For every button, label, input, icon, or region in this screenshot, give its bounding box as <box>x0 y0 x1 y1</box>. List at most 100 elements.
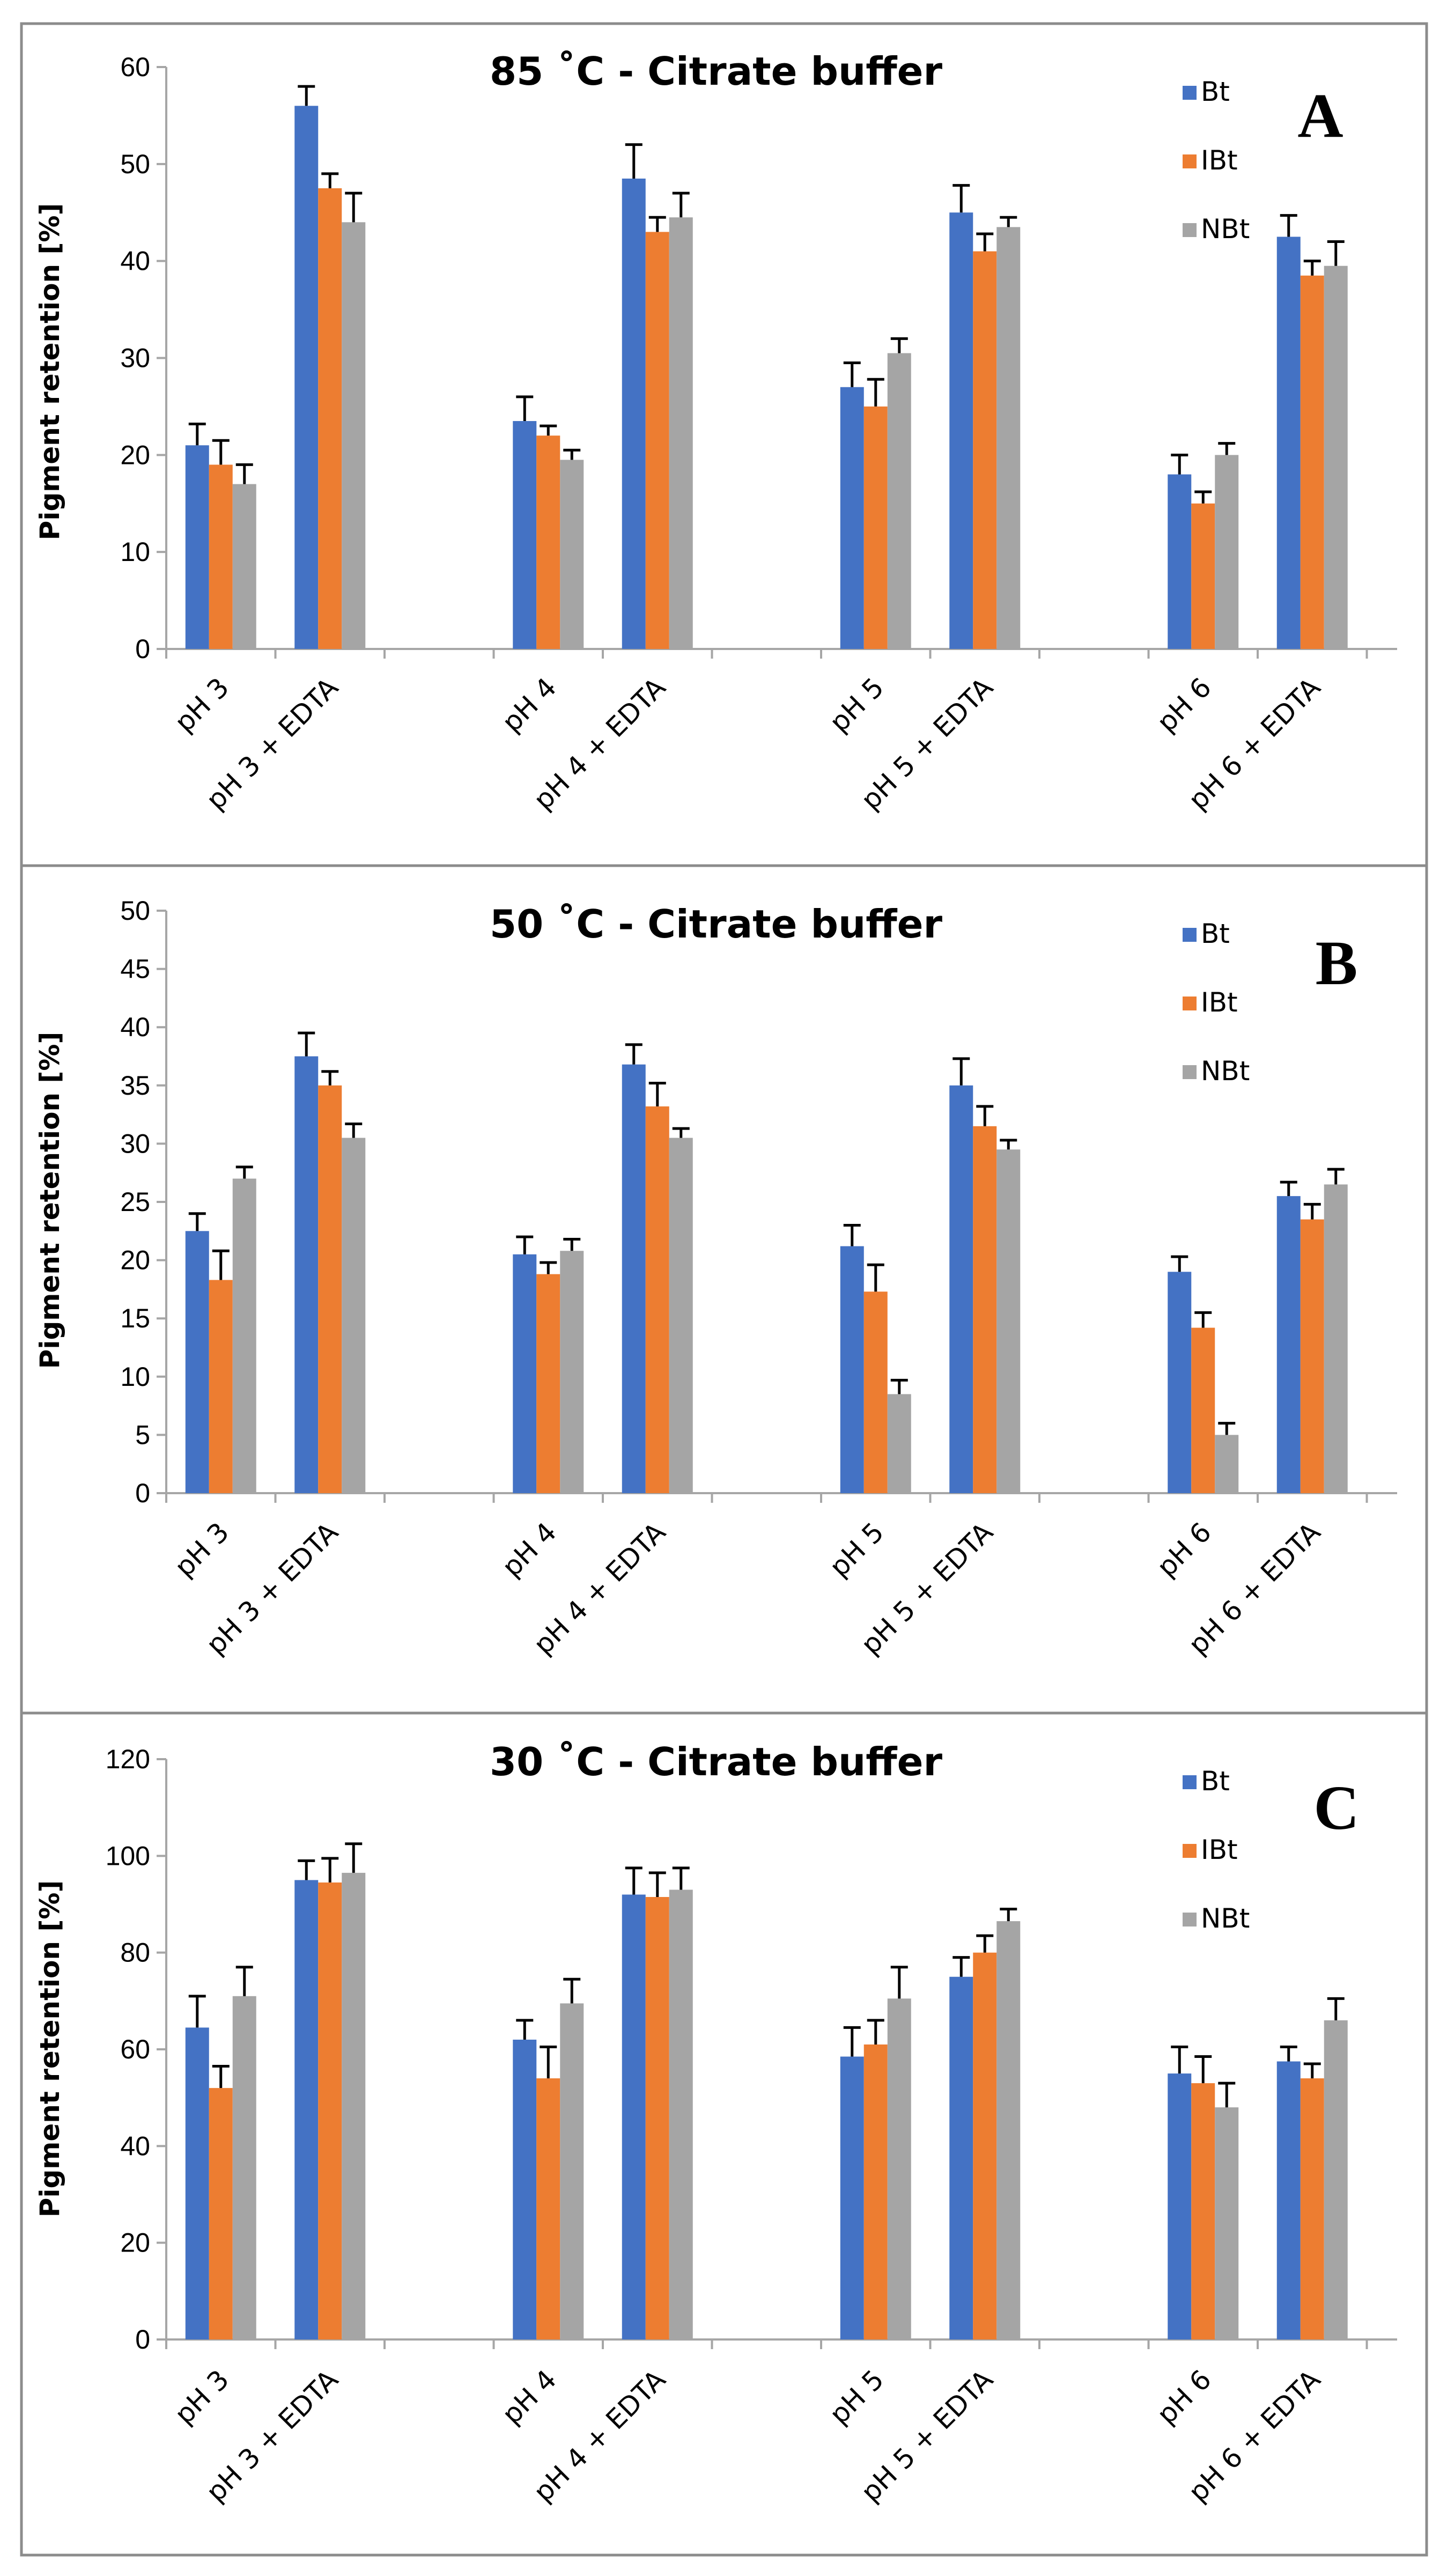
bar <box>669 1889 693 2339</box>
legend-swatch <box>1183 154 1197 168</box>
bar <box>536 2078 560 2339</box>
bar <box>1168 1272 1192 1493</box>
bar <box>342 222 366 649</box>
bar <box>513 1254 537 1493</box>
y-tick-label: 40 <box>120 1012 150 1042</box>
y-tick-label: 10 <box>120 537 150 567</box>
bar <box>949 1085 973 1493</box>
bar <box>536 1274 560 1493</box>
legend-swatch <box>1183 1775 1197 1789</box>
bars <box>185 85 1348 649</box>
bar <box>1191 1327 1215 1493</box>
legend-swatch <box>1183 1065 1197 1079</box>
panel-letter: B <box>1316 928 1358 998</box>
bar <box>1215 1435 1239 1493</box>
legend: Bt IBt NBt <box>1183 1766 1250 1934</box>
y-tick-label: 60 <box>120 52 150 82</box>
legend-swatch <box>1183 1844 1197 1858</box>
bar <box>1300 1219 1324 1493</box>
bar <box>1300 275 1324 649</box>
y-tick-label: 35 <box>120 1071 150 1101</box>
y-tick-label: 30 <box>120 343 150 373</box>
bar <box>669 1138 693 1493</box>
bar <box>294 106 319 649</box>
bar <box>1191 2083 1215 2339</box>
y-axis-label: Pigment retention [%] <box>34 1880 65 2218</box>
bar <box>536 436 560 649</box>
bar <box>622 1894 646 2339</box>
bars <box>185 1842 1348 2339</box>
legend-label: Bt <box>1201 76 1230 107</box>
y-tick-label: 25 <box>120 1187 150 1217</box>
bar <box>318 188 342 649</box>
bar <box>887 1394 911 1493</box>
bar <box>560 1251 584 1493</box>
bar <box>669 217 693 649</box>
y-tick-label: 0 <box>135 2324 150 2354</box>
bar <box>622 1064 646 1493</box>
bar <box>318 1085 342 1493</box>
y-tick-label: 60 <box>120 2034 150 2064</box>
panel-letter: C <box>1313 1773 1359 1843</box>
bar <box>1276 237 1301 649</box>
bar <box>840 387 864 649</box>
y-tick-label: 120 <box>106 1744 150 1774</box>
bar <box>318 1882 342 2339</box>
y-axis-label: Pigment retention [%] <box>34 1032 65 1369</box>
legend-label: IBt <box>1201 1834 1238 1865</box>
y-tick-label: 50 <box>120 896 150 926</box>
bar <box>1324 265 1348 649</box>
y-axis-label: Pigment retention [%] <box>34 203 65 541</box>
bar <box>887 1998 911 2339</box>
panel-letter: A <box>1297 80 1343 151</box>
y-tick-label: 20 <box>120 440 150 470</box>
bar <box>645 1106 669 1493</box>
bar <box>949 212 973 649</box>
panel-a: 85 ˚C - Citrate buffer A Pigment retenti… <box>20 22 1428 867</box>
bar <box>996 1149 1021 1493</box>
bar <box>863 406 888 649</box>
bar <box>232 484 256 649</box>
bar <box>209 1280 233 1493</box>
bar <box>513 421 537 649</box>
legend-swatch <box>1183 997 1197 1010</box>
y-tick-label: 100 <box>106 1841 150 1871</box>
bar <box>973 1126 997 1493</box>
chart-title: 30 ˚C - Citrate buffer <box>490 1739 942 1784</box>
legend-label: NBt <box>1201 1056 1250 1087</box>
bar <box>1276 1196 1301 1493</box>
legend-label: IBt <box>1201 145 1238 176</box>
bar <box>185 2027 209 2339</box>
bar <box>232 1178 256 1493</box>
chart-title: 50 ˚C - Citrate buffer <box>490 902 942 947</box>
panel-c: 30 ˚C - Citrate buffer C Pigment retenti… <box>20 1711 1428 2557</box>
bar <box>973 1952 997 2339</box>
bar <box>1300 2078 1324 2339</box>
legend-swatch <box>1183 86 1197 100</box>
y-tick-label: 40 <box>120 2131 150 2161</box>
bar <box>1168 2073 1192 2339</box>
bar <box>560 2003 584 2339</box>
bars <box>185 1031 1348 1493</box>
y-tick-label: 20 <box>120 2228 150 2258</box>
bar <box>209 2088 233 2339</box>
legend: Bt IBt NBt <box>1183 918 1250 1087</box>
legend-label: Bt <box>1201 1766 1230 1797</box>
bar <box>645 232 669 649</box>
legend-swatch <box>1183 928 1197 942</box>
bar <box>294 1056 319 1493</box>
bar <box>840 1246 864 1493</box>
bar <box>1324 2020 1348 2339</box>
bar <box>949 1976 973 2339</box>
bar <box>622 178 646 649</box>
bar <box>513 2039 537 2339</box>
legend: Bt IBt NBt <box>1183 76 1250 245</box>
y-tick-label: 0 <box>135 1478 150 1508</box>
y-tick-label: 50 <box>120 149 150 179</box>
panel-b: 50 ˚C - Citrate buffer B Pigment retenti… <box>20 864 1428 1715</box>
bar <box>342 1138 366 1493</box>
bar <box>185 445 209 649</box>
bar <box>1191 503 1215 649</box>
bar <box>1215 2107 1239 2339</box>
